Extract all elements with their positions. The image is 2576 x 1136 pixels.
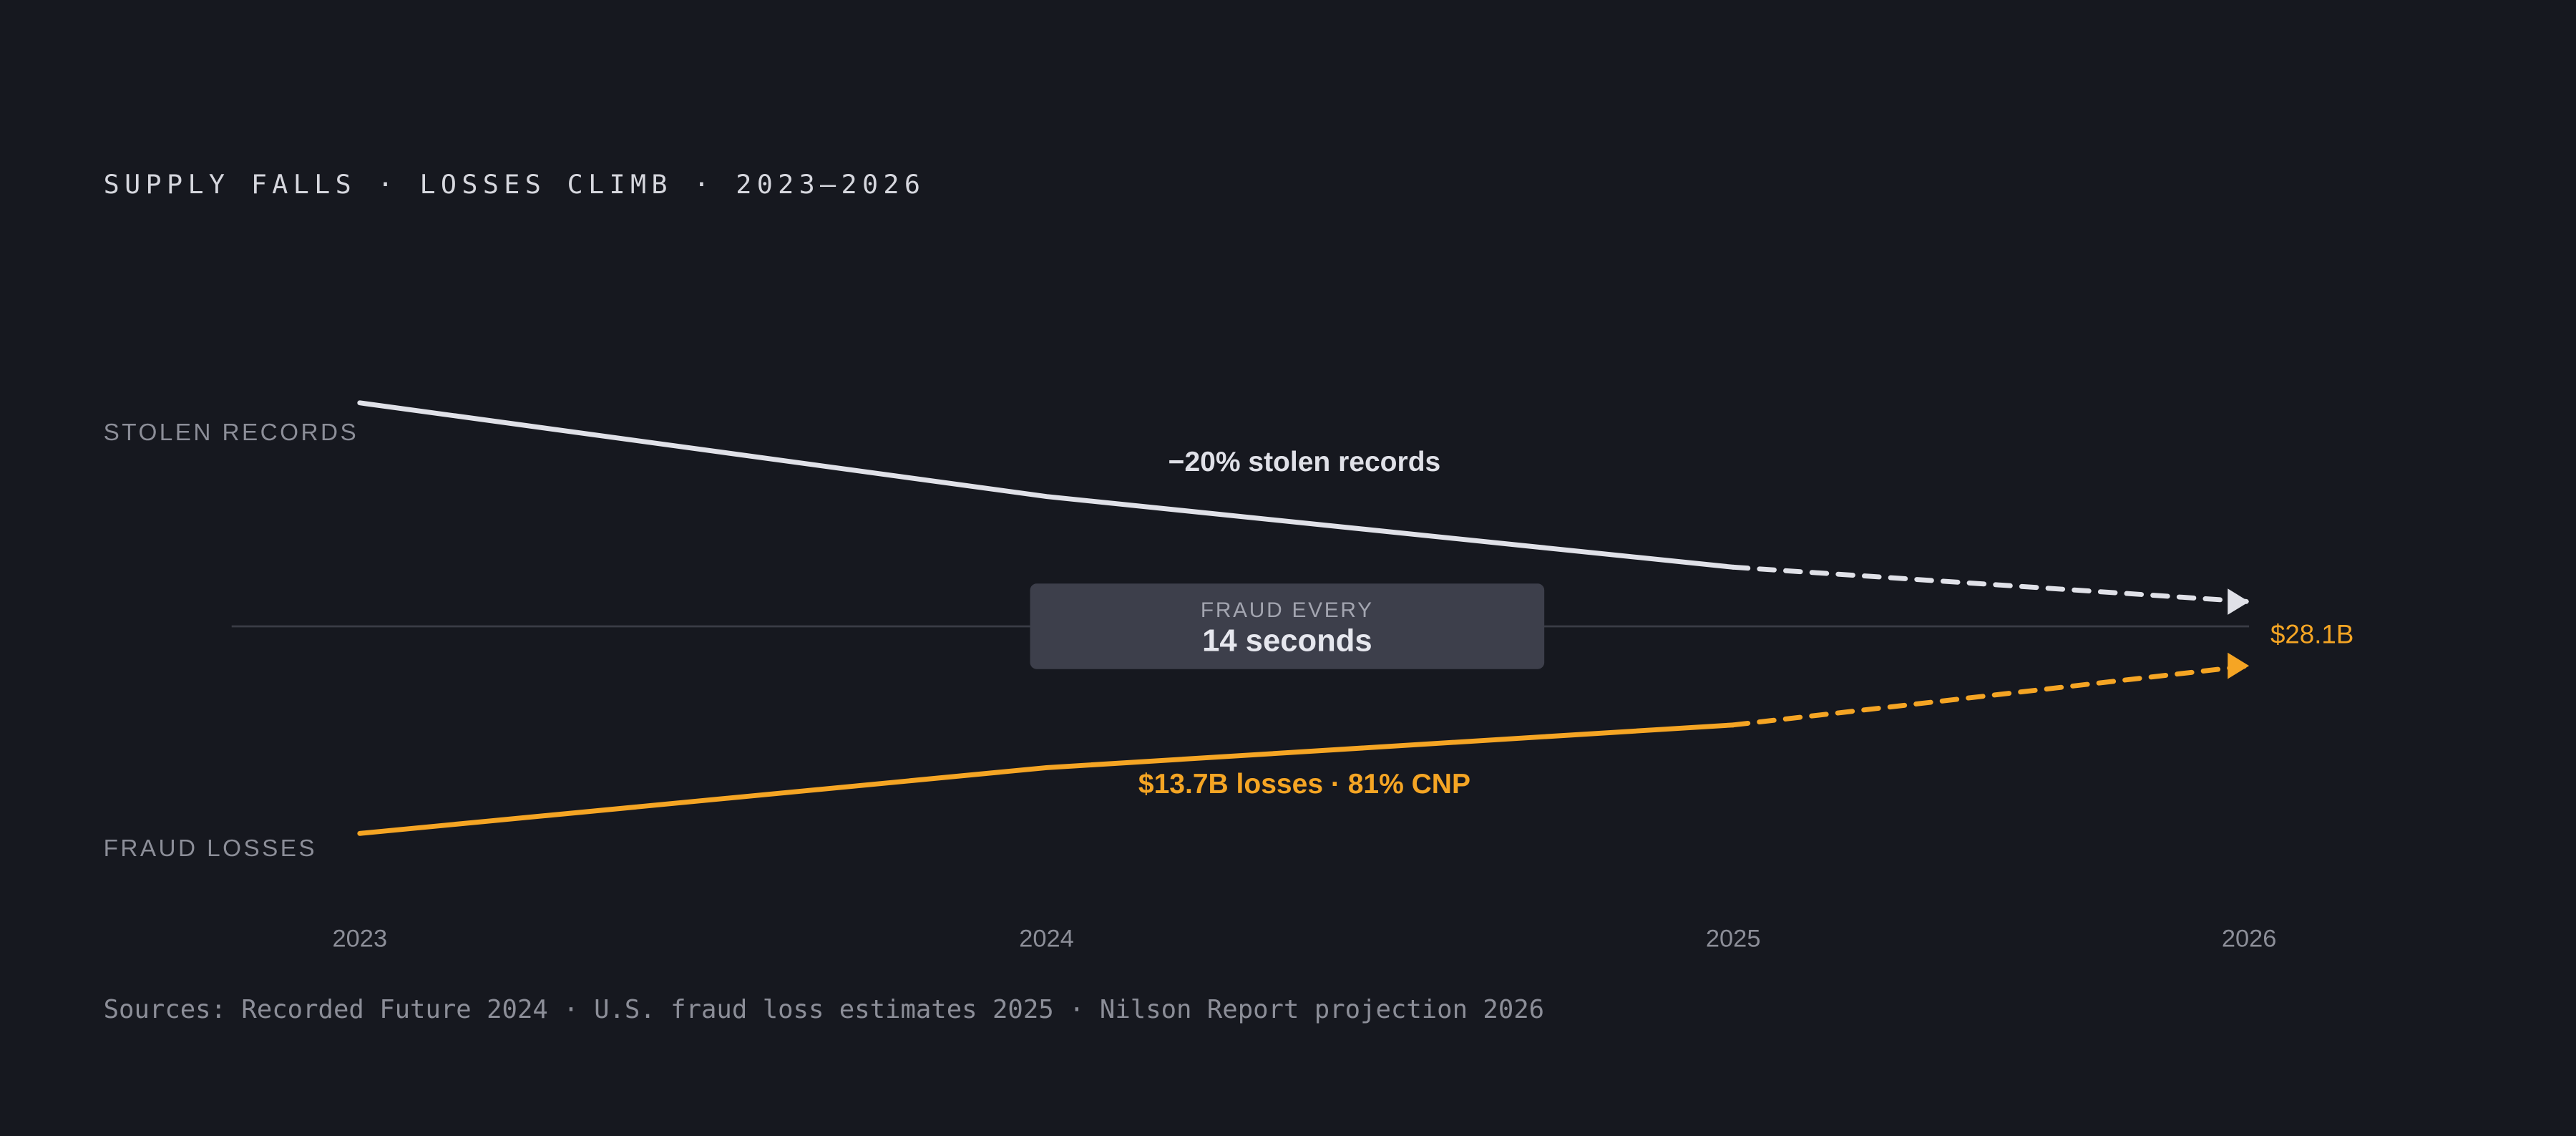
source: Sources: Recorded Future 2024 · U.S. fra…: [104, 995, 1544, 1024]
series-line-projection: [1730, 564, 2252, 605]
callout-label: FRAUD EVERY: [1201, 598, 1374, 622]
x-tick-label: 2023: [333, 926, 388, 953]
chart-title: SUPPLY FALLS · LOSSES CLIMB · 2023–2026: [104, 169, 926, 200]
annotation: −20% stolen records: [1169, 447, 1441, 477]
annotation: $28.1B: [2270, 619, 2353, 649]
series-label: FRAUD LOSSES: [104, 835, 317, 862]
x-tick-label: 2025: [1706, 926, 1761, 953]
callout-box: [1030, 583, 1545, 669]
callout-value: 14 seconds: [1202, 623, 1372, 658]
series-label: STOLEN RECORDS: [104, 419, 358, 446]
x-tick-label: 2026: [2222, 926, 2277, 953]
series-line: [357, 400, 1736, 570]
arrowhead: [2228, 652, 2250, 679]
x-tick-label: 2024: [1019, 926, 1074, 953]
annotation: $13.7B losses · 81% CNP: [1138, 769, 1470, 800]
series-line: [357, 722, 1736, 836]
arrowhead: [2228, 588, 2250, 615]
series-line-projection: [1730, 663, 2252, 728]
